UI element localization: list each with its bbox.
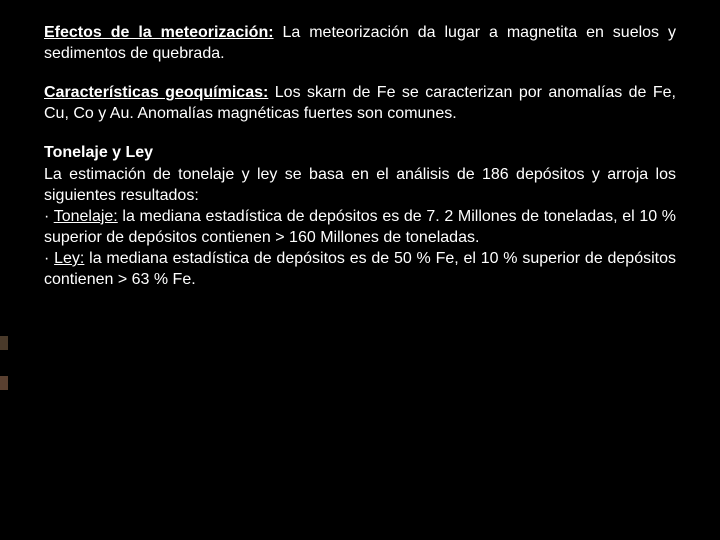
heading-geoquimicas: Características geoquímicas:	[44, 84, 268, 101]
bullet-text-ley: la mediana estadística de depósitos es d…	[44, 250, 676, 288]
paragraph-geoquimicas: Características geoquímicas: Los skarn d…	[44, 82, 676, 124]
bullet-heading-tonelaje: Tonelaje:	[54, 208, 118, 225]
bullet-dot-2: ·	[44, 250, 54, 267]
side-marks-container	[0, 0, 8, 540]
slide-body: Efectos de la meteorización: La meteoriz…	[0, 0, 720, 540]
side-mark	[0, 376, 8, 390]
heading-meteorizacion: Efectos de la meteorización:	[44, 24, 274, 41]
bullet-dot-1: ·	[44, 208, 54, 225]
heading-tonelaje-ley: Tonelaje y Ley	[44, 144, 153, 161]
text-tonelaje-intro: La estimación de tonelaje y ley se basa …	[44, 166, 676, 204]
side-mark	[0, 42, 8, 56]
paragraph-tonelaje-ley: Tonelaje y Ley La estimación de tonelaje…	[44, 142, 676, 290]
bullet-heading-ley: Ley:	[54, 250, 84, 267]
bullet-text-tonelaje: la mediana estadística de depósitos es d…	[44, 208, 676, 246]
side-mark	[0, 336, 8, 350]
paragraph-meteorizacion: Efectos de la meteorización: La meteoriz…	[44, 22, 676, 64]
